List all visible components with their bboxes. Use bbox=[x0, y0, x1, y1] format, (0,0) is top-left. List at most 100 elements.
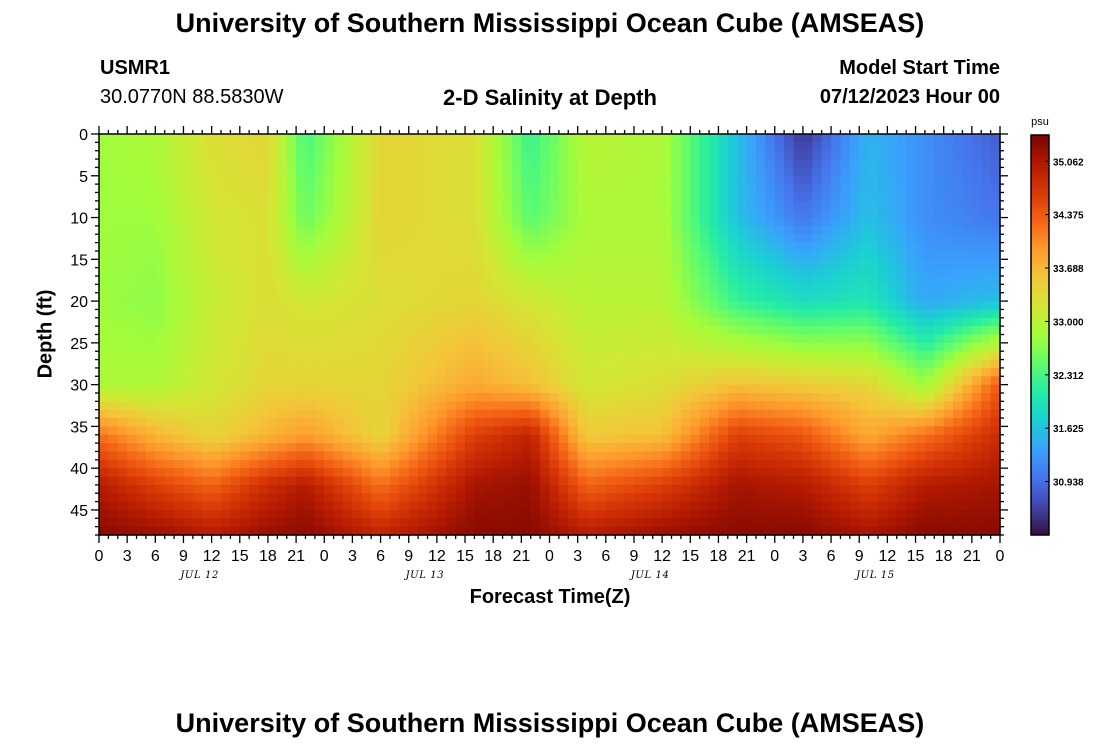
heatmap-cell bbox=[915, 167, 926, 177]
heatmap-cell bbox=[690, 250, 701, 260]
heatmap-cell bbox=[755, 334, 766, 344]
heatmap-cell bbox=[286, 309, 297, 319]
heatmap-cell bbox=[465, 259, 476, 269]
heatmap-cell bbox=[333, 509, 344, 519]
heatmap-cell bbox=[774, 509, 785, 519]
heatmap-cell bbox=[455, 443, 466, 453]
heatmap-cell bbox=[549, 518, 560, 528]
heatmap-cell bbox=[755, 167, 766, 177]
heatmap-cell bbox=[802, 326, 813, 336]
heatmap-cell bbox=[633, 209, 644, 219]
heatmap-cell bbox=[277, 225, 288, 235]
heatmap-cell bbox=[389, 451, 400, 461]
heatmap-cell bbox=[117, 200, 128, 210]
heatmap-cell bbox=[896, 451, 907, 461]
heatmap-cell bbox=[690, 493, 701, 503]
heatmap-cell bbox=[127, 284, 138, 294]
heatmap-cell bbox=[558, 259, 569, 269]
heatmap-cell bbox=[474, 351, 485, 361]
heatmap-cell bbox=[840, 342, 851, 352]
heatmap-cell bbox=[352, 451, 363, 461]
heatmap-cell bbox=[164, 359, 175, 369]
heatmap-cell bbox=[784, 242, 795, 252]
heatmap-cell bbox=[549, 284, 560, 294]
heatmap-cell bbox=[192, 159, 203, 169]
heatmap-cell bbox=[718, 334, 729, 344]
heatmap-cell bbox=[868, 392, 879, 402]
heatmap-cell bbox=[174, 326, 185, 336]
heatmap-cell bbox=[446, 192, 457, 202]
heatmap-cell bbox=[465, 250, 476, 260]
heatmap-cell bbox=[202, 301, 213, 311]
heatmap-cell bbox=[934, 175, 945, 185]
heatmap-cell bbox=[211, 334, 222, 344]
heatmap-cell bbox=[774, 443, 785, 453]
heatmap-cell bbox=[709, 192, 720, 202]
heatmap-cell bbox=[924, 217, 935, 227]
heatmap-cell bbox=[953, 200, 964, 210]
heatmap-cell bbox=[211, 317, 222, 327]
heatmap-cell bbox=[906, 459, 917, 469]
heatmap-cell bbox=[239, 526, 250, 536]
heatmap-cell bbox=[906, 150, 917, 160]
heatmap-cell bbox=[211, 242, 222, 252]
heatmap-cell bbox=[296, 367, 307, 377]
heatmap-cell bbox=[568, 326, 579, 336]
heatmap-cell bbox=[624, 292, 635, 302]
heatmap-cell bbox=[859, 175, 870, 185]
heatmap-cell bbox=[267, 409, 278, 419]
heatmap-cell bbox=[305, 459, 316, 469]
heatmap-cell bbox=[221, 484, 231, 494]
heatmap-cell bbox=[249, 326, 260, 336]
heatmap-cell bbox=[371, 501, 382, 511]
heatmap-cell bbox=[352, 376, 363, 386]
heatmap-cell bbox=[812, 518, 823, 528]
heatmap-cell bbox=[389, 326, 400, 336]
x-tick-label: 12 bbox=[878, 548, 896, 565]
heatmap-cell bbox=[333, 418, 344, 427]
heatmap-cell bbox=[577, 309, 588, 319]
heatmap-cell bbox=[380, 392, 391, 402]
heatmap-cell bbox=[277, 192, 288, 202]
heatmap-cell bbox=[267, 150, 278, 160]
heatmap-cell bbox=[418, 317, 429, 327]
heatmap-cell bbox=[605, 234, 616, 244]
heatmap-cell bbox=[155, 426, 166, 436]
heatmap-cell bbox=[690, 234, 701, 244]
heatmap-cell bbox=[446, 384, 457, 394]
heatmap-cell bbox=[202, 200, 213, 210]
heatmap-cell bbox=[408, 384, 419, 394]
heatmap-cell bbox=[784, 526, 795, 536]
heatmap-cell bbox=[953, 267, 964, 277]
heatmap-cell bbox=[296, 526, 307, 536]
heatmap-cell bbox=[117, 276, 128, 285]
heatmap-cell bbox=[605, 476, 616, 486]
heatmap-cell bbox=[239, 217, 250, 227]
heatmap-cell bbox=[896, 501, 907, 511]
heatmap-cell bbox=[155, 468, 166, 478]
heatmap-cell bbox=[192, 142, 203, 152]
heatmap-cell bbox=[136, 351, 147, 361]
heatmap-cell bbox=[455, 209, 466, 219]
heatmap-cell bbox=[643, 250, 654, 260]
heatmap-cell bbox=[211, 267, 222, 277]
heatmap-cell bbox=[587, 351, 598, 361]
heatmap-cell bbox=[699, 284, 710, 294]
heatmap-cell bbox=[399, 509, 410, 519]
heatmap-cell bbox=[418, 175, 429, 185]
heatmap-cell bbox=[446, 150, 457, 160]
heatmap-cell bbox=[399, 526, 410, 536]
heatmap-cell bbox=[455, 359, 466, 369]
heatmap-cell bbox=[699, 167, 710, 177]
heatmap-cell bbox=[155, 242, 166, 252]
heatmap-cell bbox=[427, 334, 438, 344]
heatmap-cell bbox=[324, 392, 335, 402]
heatmap-cell bbox=[436, 526, 447, 536]
heatmap-cell bbox=[990, 418, 1001, 427]
heatmap-cell bbox=[211, 426, 222, 436]
heatmap-cell bbox=[164, 367, 175, 377]
heatmap-cell bbox=[990, 142, 1001, 152]
heatmap-cell bbox=[953, 159, 964, 169]
heatmap-cell bbox=[633, 526, 644, 536]
heatmap-cell bbox=[727, 209, 738, 219]
